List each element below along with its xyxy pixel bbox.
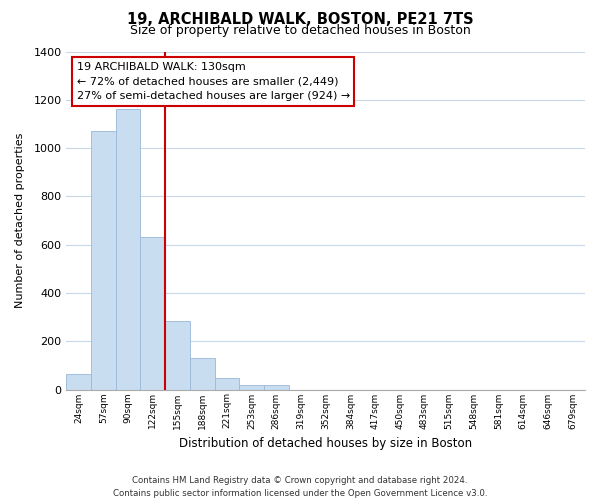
- Bar: [165, 320, 190, 390]
- Bar: [215, 378, 239, 390]
- Bar: [190, 358, 215, 390]
- Bar: [116, 110, 140, 390]
- X-axis label: Distribution of detached houses by size in Boston: Distribution of detached houses by size …: [179, 437, 472, 450]
- Text: Contains HM Land Registry data © Crown copyright and database right 2024.
Contai: Contains HM Land Registry data © Crown c…: [113, 476, 487, 498]
- Bar: [67, 374, 91, 390]
- Bar: [264, 384, 289, 390]
- Text: 19 ARCHIBALD WALK: 130sqm
← 72% of detached houses are smaller (2,449)
27% of se: 19 ARCHIBALD WALK: 130sqm ← 72% of detac…: [77, 62, 350, 101]
- Text: 19, ARCHIBALD WALK, BOSTON, PE21 7TS: 19, ARCHIBALD WALK, BOSTON, PE21 7TS: [127, 12, 473, 28]
- Text: Size of property relative to detached houses in Boston: Size of property relative to detached ho…: [130, 24, 470, 37]
- Bar: [239, 384, 264, 390]
- Bar: [140, 238, 165, 390]
- Y-axis label: Number of detached properties: Number of detached properties: [15, 133, 25, 308]
- Bar: [91, 131, 116, 390]
